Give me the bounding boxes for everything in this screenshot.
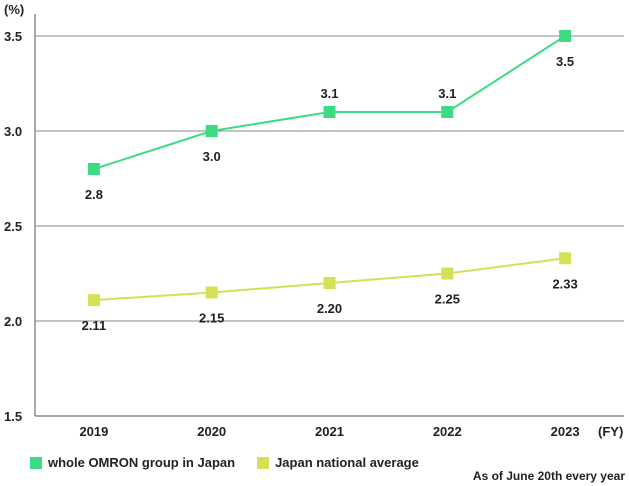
x-tick-label: 2019 xyxy=(79,424,108,439)
y-tick-label: 3.5 xyxy=(4,29,22,44)
data-label: 2.25 xyxy=(435,292,460,307)
legend-item-national: Japan national average xyxy=(257,455,419,470)
legend-swatch-omron xyxy=(30,456,42,469)
y-tick-label: 1.5 xyxy=(4,409,22,424)
x-tick-label: 2021 xyxy=(315,424,344,439)
data-point xyxy=(323,277,336,289)
data-label: 3.0 xyxy=(203,149,221,164)
footnote: As of June 20th every year xyxy=(472,469,625,483)
data-point xyxy=(323,106,336,118)
data-point xyxy=(205,125,218,137)
legend-item-omron: whole OMRON group in Japan xyxy=(30,455,235,470)
data-point xyxy=(205,286,218,299)
x-tick-label: 2020 xyxy=(197,424,226,439)
data-label: 2.20 xyxy=(317,301,342,316)
data-point xyxy=(87,294,100,307)
y-tick-label: 2.0 xyxy=(4,314,22,329)
series-group: 2.8 3.0 3.1 3.1 3.5 2.11 2.15 2.20 2.25 2.33 xyxy=(82,30,578,333)
y-axis-ticks: 1.5 2.0 2.5 3.0 3.5 xyxy=(4,29,22,424)
data-label: 3.1 xyxy=(320,86,338,101)
data-label: 2.8 xyxy=(85,187,103,202)
x-unit-label: (FY) xyxy=(598,424,623,439)
data-label: 3.5 xyxy=(556,54,574,69)
legend-label-omron: whole OMRON group in Japan xyxy=(48,455,236,470)
data-point xyxy=(87,163,100,175)
x-tick-label: 2022 xyxy=(433,424,462,439)
legend: whole OMRON group in Japan Japan nationa… xyxy=(30,455,441,470)
y-tick-label: 2.5 xyxy=(4,219,22,234)
data-point xyxy=(441,106,454,118)
x-tick-label: 2023 xyxy=(551,424,580,439)
y-tick-label: 3.0 xyxy=(4,124,22,139)
legend-label-national: Japan national average xyxy=(275,455,419,470)
data-label: 2.11 xyxy=(82,318,107,333)
data-point xyxy=(559,30,572,42)
y-unit-label: (%) xyxy=(4,2,24,17)
data-label: 2.33 xyxy=(552,276,577,291)
grid-lines xyxy=(34,14,624,417)
x-axis-ticks: 2019 2020 2021 2022 2023 xyxy=(79,424,579,439)
data-label: 2.15 xyxy=(199,311,224,326)
data-point xyxy=(441,267,454,280)
data-label: 3.1 xyxy=(438,86,456,101)
legend-swatch-national xyxy=(257,456,270,469)
data-point xyxy=(559,252,572,265)
series-line xyxy=(93,35,566,170)
